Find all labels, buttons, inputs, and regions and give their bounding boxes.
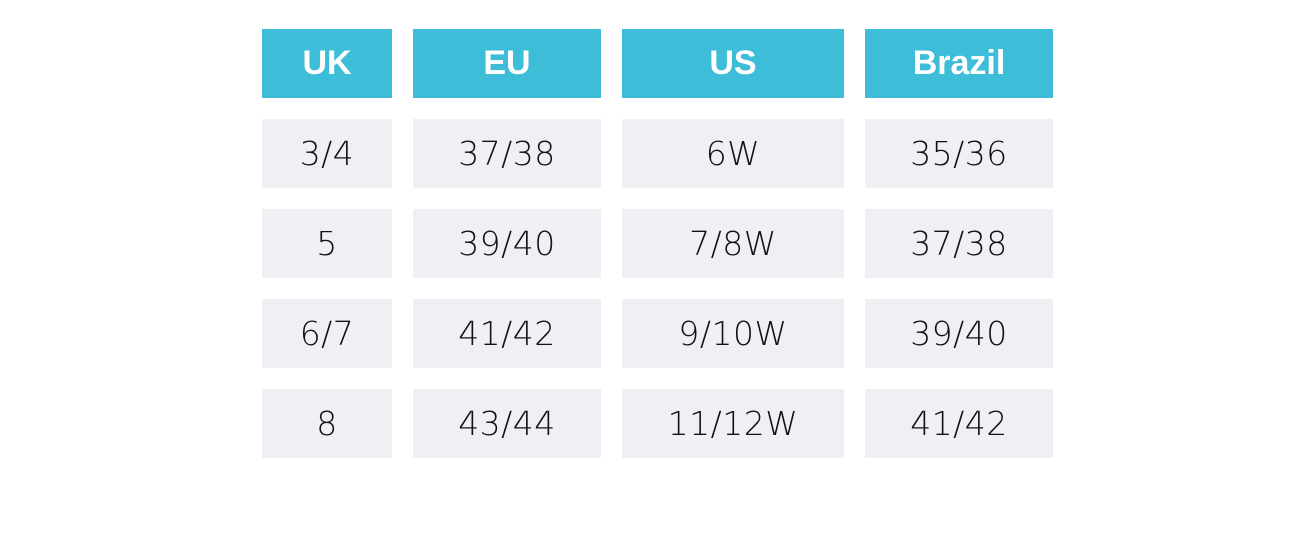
table-cell: 5 — [262, 209, 392, 278]
table-cell: 37/38 — [865, 209, 1053, 278]
table-cell: 6W — [622, 119, 844, 188]
table-cell: 39/40 — [865, 299, 1053, 368]
table-cell: 39/40 — [413, 209, 601, 278]
table-cell: 41/42 — [865, 389, 1053, 458]
table-cell: 43/44 — [413, 389, 601, 458]
table-cell: 7/8W — [622, 209, 844, 278]
header-us: US — [622, 29, 844, 98]
header-eu: EU — [413, 29, 601, 98]
table-cell: 11/12W — [622, 389, 844, 458]
table-cell: 35/36 — [865, 119, 1053, 188]
table-cell: 8 — [262, 389, 392, 458]
table-cell: 37/38 — [413, 119, 601, 188]
table-cell: 9/10W — [622, 299, 844, 368]
table-cell: 3/4 — [262, 119, 392, 188]
header-brazil: Brazil — [865, 29, 1053, 98]
table-cell: 6/7 — [262, 299, 392, 368]
table-cell: 41/42 — [413, 299, 601, 368]
header-uk: UK — [262, 29, 392, 98]
